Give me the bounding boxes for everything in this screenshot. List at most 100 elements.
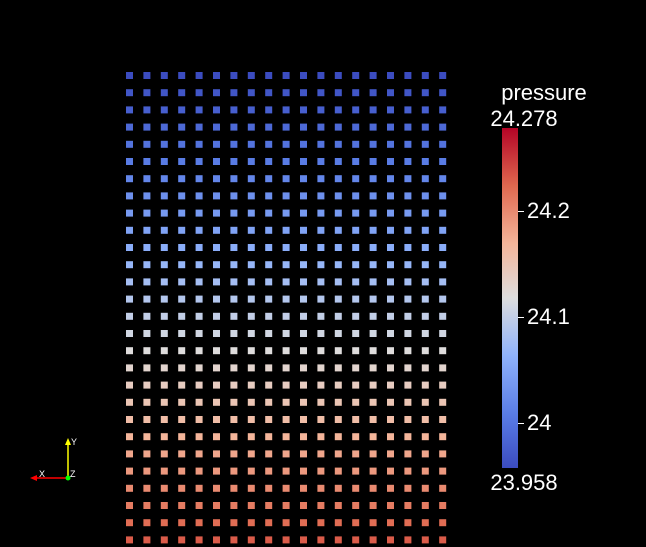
pressure-point	[126, 502, 133, 509]
pressure-point	[160, 295, 168, 303]
pressure-point	[421, 484, 429, 492]
pressure-point	[387, 467, 394, 475]
pressure-point	[213, 226, 220, 234]
pressure-point	[230, 209, 238, 217]
pressure-point	[439, 158, 447, 165]
pressure-point	[282, 209, 290, 217]
pressure-point	[317, 278, 325, 286]
pressure-point	[369, 123, 377, 131]
pressure-point	[160, 192, 168, 200]
pressure-point	[352, 89, 360, 97]
pressure-point	[143, 261, 151, 269]
pressure-point	[300, 192, 307, 200]
pressure-point	[126, 347, 133, 355]
pressure-point	[282, 226, 290, 234]
pressure-point	[439, 89, 447, 97]
pressure-point	[369, 330, 377, 337]
pressure-point	[195, 295, 203, 303]
pressure-point	[160, 106, 168, 114]
pressure-point	[421, 106, 429, 114]
pressure-point	[230, 484, 238, 492]
color-bar-tick	[518, 211, 524, 212]
pressure-point	[160, 519, 168, 527]
pressure-point	[195, 226, 203, 234]
pressure-point	[421, 295, 429, 303]
pressure-point	[126, 536, 133, 544]
pressure-point	[143, 72, 151, 79]
pressure-point	[282, 502, 290, 509]
pressure-point	[160, 175, 168, 183]
pressure-point	[317, 158, 325, 165]
pressure-point	[369, 261, 377, 269]
pressure-point	[230, 433, 238, 441]
pressure-point	[334, 416, 342, 423]
pressure-point	[230, 519, 238, 527]
pressure-point	[195, 467, 203, 475]
pressure-point	[282, 347, 290, 355]
pressure-point	[282, 244, 290, 251]
pressure-point	[404, 106, 412, 114]
pressure-point	[300, 261, 307, 269]
pressure-point	[439, 347, 447, 355]
pressure-point	[265, 398, 273, 406]
pressure-point	[143, 295, 151, 303]
pressure-point	[143, 89, 151, 97]
pressure-point	[247, 502, 255, 509]
pressure-point	[195, 140, 203, 148]
pressure-point	[230, 123, 238, 131]
pressure-point	[213, 72, 220, 79]
pressure-point	[265, 519, 273, 527]
pressure-point	[126, 364, 133, 372]
pressure-point	[282, 536, 290, 544]
pressure-point	[404, 467, 412, 475]
pressure-point	[439, 536, 447, 544]
pressure-point	[126, 123, 133, 131]
pressure-point	[387, 72, 394, 79]
pressure-point	[195, 519, 203, 527]
pressure-point	[178, 330, 186, 337]
pressure-point	[317, 123, 325, 131]
pressure-point	[352, 381, 360, 389]
pressure-point	[352, 278, 360, 286]
pressure-point	[300, 502, 307, 509]
pressure-point	[247, 175, 255, 183]
pressure-point	[213, 519, 220, 527]
pressure-point	[143, 467, 151, 475]
pressure-point	[160, 140, 168, 148]
pressure-point	[404, 158, 412, 165]
pressure-point	[439, 192, 447, 200]
pressure-point	[282, 312, 290, 320]
pressure-point	[230, 226, 238, 234]
pressure-point	[334, 175, 342, 183]
pressure-point	[404, 347, 412, 355]
pressure-point	[352, 416, 360, 423]
pressure-point	[334, 381, 342, 389]
pressure-point	[317, 226, 325, 234]
pressure-point	[421, 192, 429, 200]
pressure-point	[421, 158, 429, 165]
pressure-point	[126, 209, 133, 217]
pressure-point	[178, 226, 186, 234]
pressure-point	[352, 330, 360, 337]
pressure-point	[387, 123, 394, 131]
pressure-point	[439, 72, 447, 79]
pressure-point	[213, 89, 220, 97]
pressure-point	[300, 330, 307, 337]
pressure-point	[247, 536, 255, 544]
pressure-point	[143, 433, 151, 441]
pressure-point	[126, 484, 133, 492]
pressure-point	[247, 295, 255, 303]
pressure-point	[439, 106, 447, 114]
pressure-point	[195, 106, 203, 114]
pressure-point	[160, 72, 168, 79]
pressure-point	[160, 312, 168, 320]
pressure-point	[404, 381, 412, 389]
orientation-axes: Y X Z	[30, 437, 77, 481]
pressure-point	[300, 519, 307, 527]
pressure-point	[178, 123, 186, 131]
pressure-point	[282, 484, 290, 492]
pressure-point	[160, 467, 168, 475]
pressure-point	[178, 364, 186, 372]
